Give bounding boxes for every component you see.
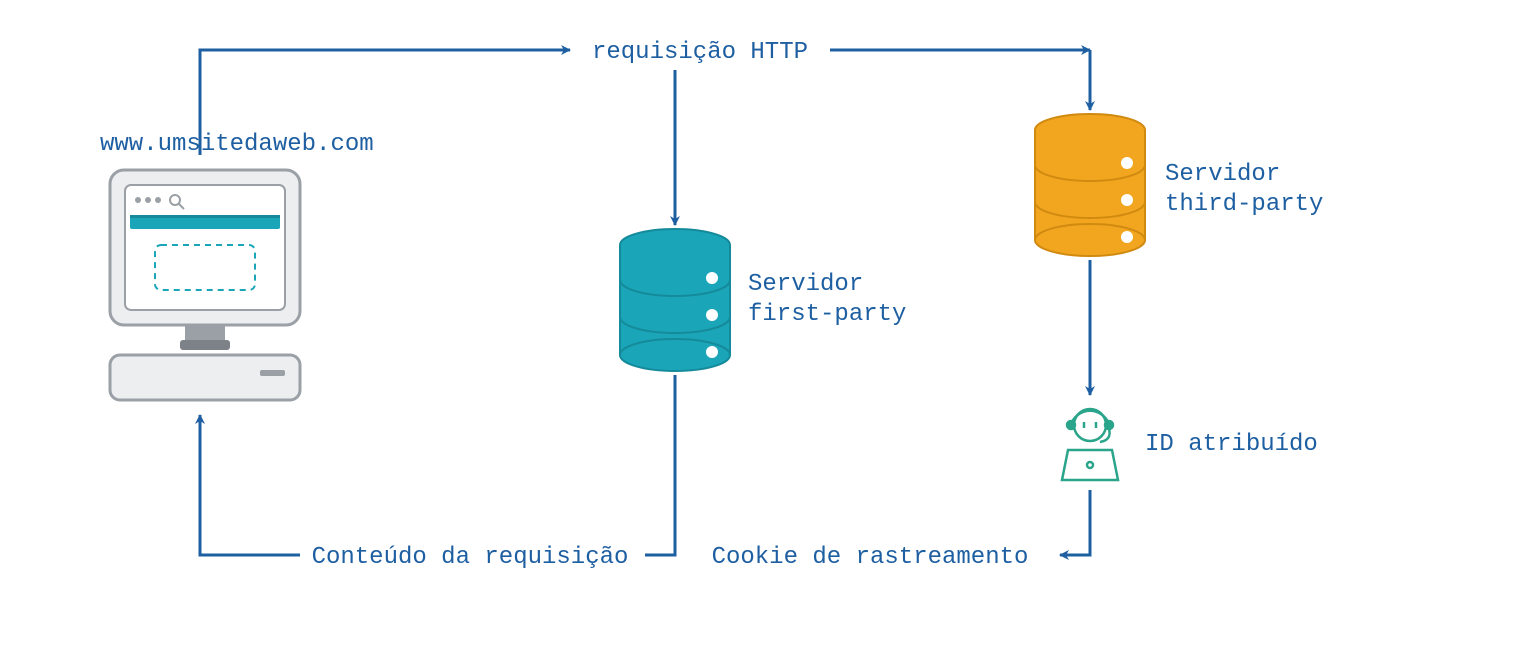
- db-cylinder-icon: [1035, 114, 1145, 256]
- db-cylinder-icon: [620, 229, 730, 371]
- edge-tracking-cookie: Cookie de rastreamento: [712, 490, 1090, 571]
- label-request-content: Conteúdo da requisição: [312, 544, 629, 571]
- node-user-id: ID atribuído: [1062, 409, 1318, 480]
- flowchart-diagram: requisição HTTP www.umsitedaweb.com: [0, 0, 1515, 648]
- node-server-third-party: Servidor third-party: [1035, 114, 1323, 256]
- server-third-label-1: Servidor: [1165, 161, 1280, 188]
- label-http-request: requisição HTTP: [592, 39, 808, 66]
- server-third-label-2: third-party: [1165, 191, 1323, 218]
- edge-request-content: Conteúdo da requisição: [200, 375, 675, 571]
- node-server-first-party: Servidor first-party: [620, 229, 906, 371]
- user-headset-icon: [1062, 409, 1118, 480]
- label-tracking-cookie: Cookie de rastreamento: [712, 544, 1029, 571]
- server-first-label-2: first-party: [748, 301, 906, 328]
- user-id-label: ID atribuído: [1145, 431, 1318, 458]
- server-first-label-1: Servidor: [748, 271, 863, 298]
- node-client-computer: www.umsitedaweb.com: [100, 131, 374, 400]
- client-url-label: www.umsitedaweb.com: [100, 131, 374, 158]
